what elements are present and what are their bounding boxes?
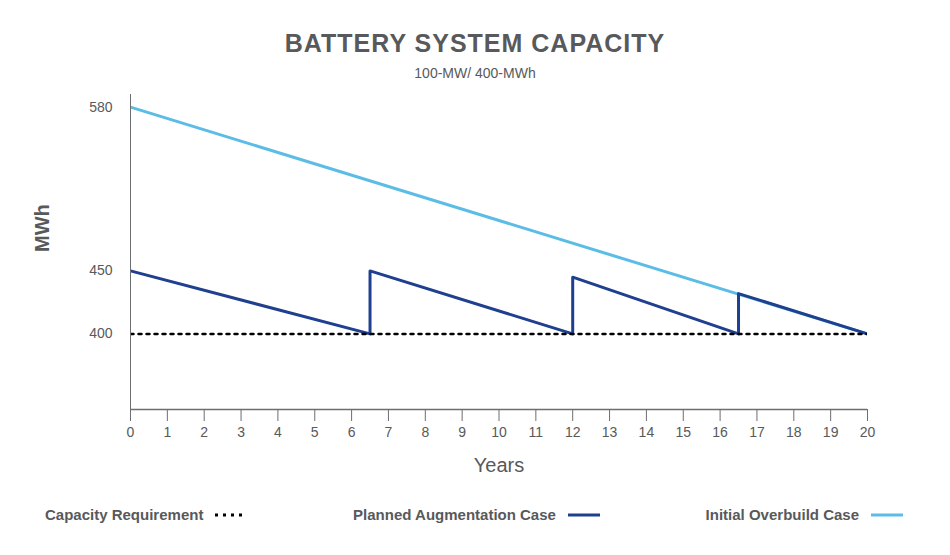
html-text:Initial Overbuild Case: Initial Overbuild Case	[705, 506, 859, 523]
svg-text:400: 400	[89, 325, 113, 341]
svg-text:5: 5	[311, 424, 319, 440]
svg-text:1: 1	[163, 424, 171, 440]
svg-text:11: 11	[529, 424, 544, 440]
svg-text:18: 18	[786, 424, 802, 440]
html-text:Planned Augmentation Case: Planned Augmentation Case	[353, 506, 556, 523]
svg-text:0: 0	[127, 424, 135, 440]
svg-text:3: 3	[237, 424, 245, 440]
svg-text:12: 12	[565, 424, 581, 440]
svg-text:10: 10	[491, 424, 507, 440]
svg-text:13: 13	[602, 424, 618, 440]
svg-text:580: 580	[89, 99, 113, 115]
html-text:Capacity Requirement: Capacity Requirement	[45, 506, 204, 523]
svg-text:15: 15	[675, 424, 691, 440]
svg-text:8: 8	[421, 424, 429, 440]
svg-text:20: 20	[860, 424, 876, 440]
svg-text:MWh: MWh	[31, 204, 53, 252]
svg-text:450: 450	[89, 262, 113, 278]
svg-text:9: 9	[458, 424, 466, 440]
svg-text:16: 16	[712, 424, 728, 440]
svg-text:7: 7	[385, 424, 393, 440]
svg-text:2: 2	[200, 424, 208, 440]
svg-text:4: 4	[274, 424, 282, 440]
svg-text:6: 6	[348, 424, 356, 440]
svg-text:19: 19	[823, 424, 839, 440]
svg-text:17: 17	[749, 424, 765, 440]
svg-text:14: 14	[639, 424, 655, 440]
html-text:100-MW/ 400-MWh: 100-MW/ 400-MWh	[414, 65, 536, 81]
html-text:BATTERY SYSTEM CAPACITY: BATTERY SYSTEM CAPACITY	[284, 29, 666, 57]
svg-text:Years: Years	[474, 454, 524, 476]
